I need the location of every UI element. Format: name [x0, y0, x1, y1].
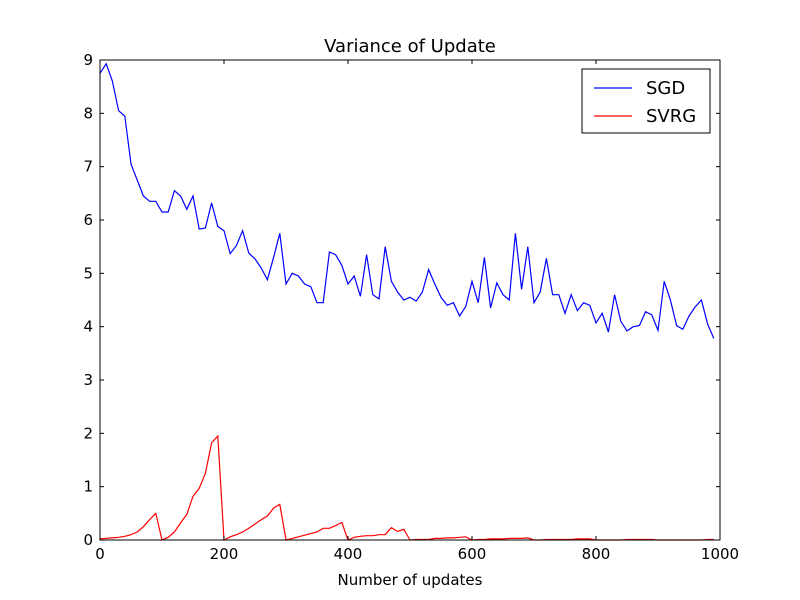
y-tick-label: 3 [83, 371, 93, 389]
x-tick-label: 800 [582, 545, 611, 563]
series-layer [99, 62, 715, 541]
legend-label-sgd: SGD [646, 78, 685, 99]
x-tick-label: 600 [458, 545, 487, 563]
y-tick-label: 2 [83, 424, 93, 442]
series-line-sgd [99, 62, 715, 339]
legend-label-svrg: SVRG [646, 106, 696, 127]
y-tick-label: 0 [83, 531, 93, 549]
plot-frame [99, 59, 721, 541]
x-axis-label: Number of updates [338, 571, 483, 589]
x-tick-label: 1000 [701, 545, 739, 563]
legend: SGD SVRG [581, 68, 711, 134]
x-tick-label: 200 [210, 545, 239, 563]
y-tick-label: 7 [83, 158, 93, 176]
x-tick-label: 400 [334, 545, 363, 563]
y-tick-label: 1 [83, 478, 93, 496]
y-tick-label: 4 [83, 318, 93, 336]
y-tick-label: 9 [83, 51, 93, 69]
series-line-svrg [99, 434, 714, 541]
y-tick-label: 8 [83, 104, 93, 122]
tick-layer: 0 200 400 600 800 1000 0 1 2 3 4 5 6 7 8 9 [83, 51, 739, 563]
x-tick-label: 0 [95, 545, 105, 563]
y-tick-label: 5 [83, 264, 93, 282]
chart-title: Variance of Update [324, 36, 496, 57]
y-tick-label: 6 [83, 211, 93, 229]
legend-box [581, 68, 711, 134]
